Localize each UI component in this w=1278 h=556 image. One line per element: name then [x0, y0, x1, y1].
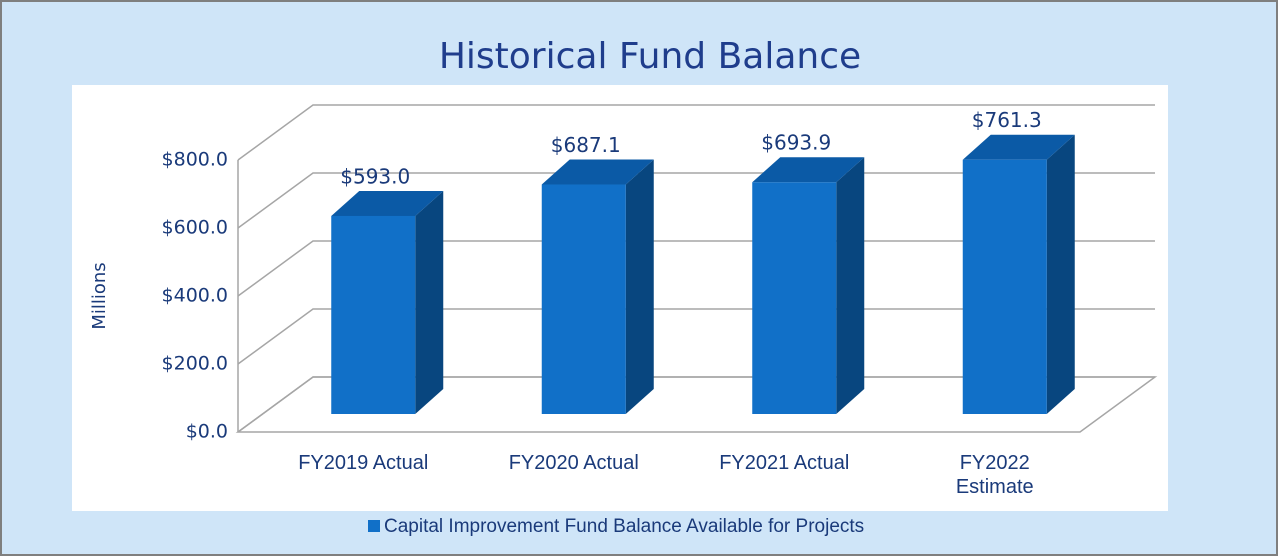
x-tick-label: FY2021 Actual: [719, 452, 850, 474]
x-tick-label: FY2020 Actual: [508, 452, 639, 474]
bar: [962, 159, 1047, 414]
grid-line: [237, 308, 1155, 365]
bar: [331, 215, 416, 414]
y-tick-label: $400.0: [162, 285, 228, 307]
bar-side: [415, 190, 444, 414]
y-tick-label: $200.0: [162, 353, 228, 375]
bar-side: [625, 159, 654, 414]
grid-line: [237, 104, 1155, 161]
bar-top: [962, 134, 1075, 160]
y-axis-title: Millions: [89, 262, 110, 329]
chart-title: Historical Fund Balance: [439, 36, 861, 77]
grid-line: [237, 172, 1155, 229]
y-tick-label: $0.0: [186, 421, 228, 443]
bar-side: [1046, 134, 1075, 414]
legend-swatch: [368, 520, 380, 532]
grid-line: [237, 376, 1155, 433]
bar: [541, 184, 626, 414]
x-tick-label: FY2019 Actual: [298, 452, 429, 474]
bar: [752, 182, 837, 414]
data-label: $761.3: [972, 108, 1042, 132]
bar-top: [541, 159, 654, 185]
data-label: $593.0: [340, 164, 410, 188]
bar-top: [752, 157, 865, 183]
bar-side: [836, 157, 865, 414]
y-tick-label: $800.0: [162, 149, 228, 171]
x-tick-label: FY2022 Estimate: [955, 452, 1034, 498]
data-label: $687.1: [551, 133, 621, 157]
data-label: $693.9: [761, 131, 831, 155]
legend-label: Capital Improvement Fund Balance Availab…: [384, 516, 864, 537]
bar-top: [331, 190, 444, 216]
y-tick-label: $600.0: [162, 217, 228, 239]
grid-line: [237, 240, 1155, 297]
